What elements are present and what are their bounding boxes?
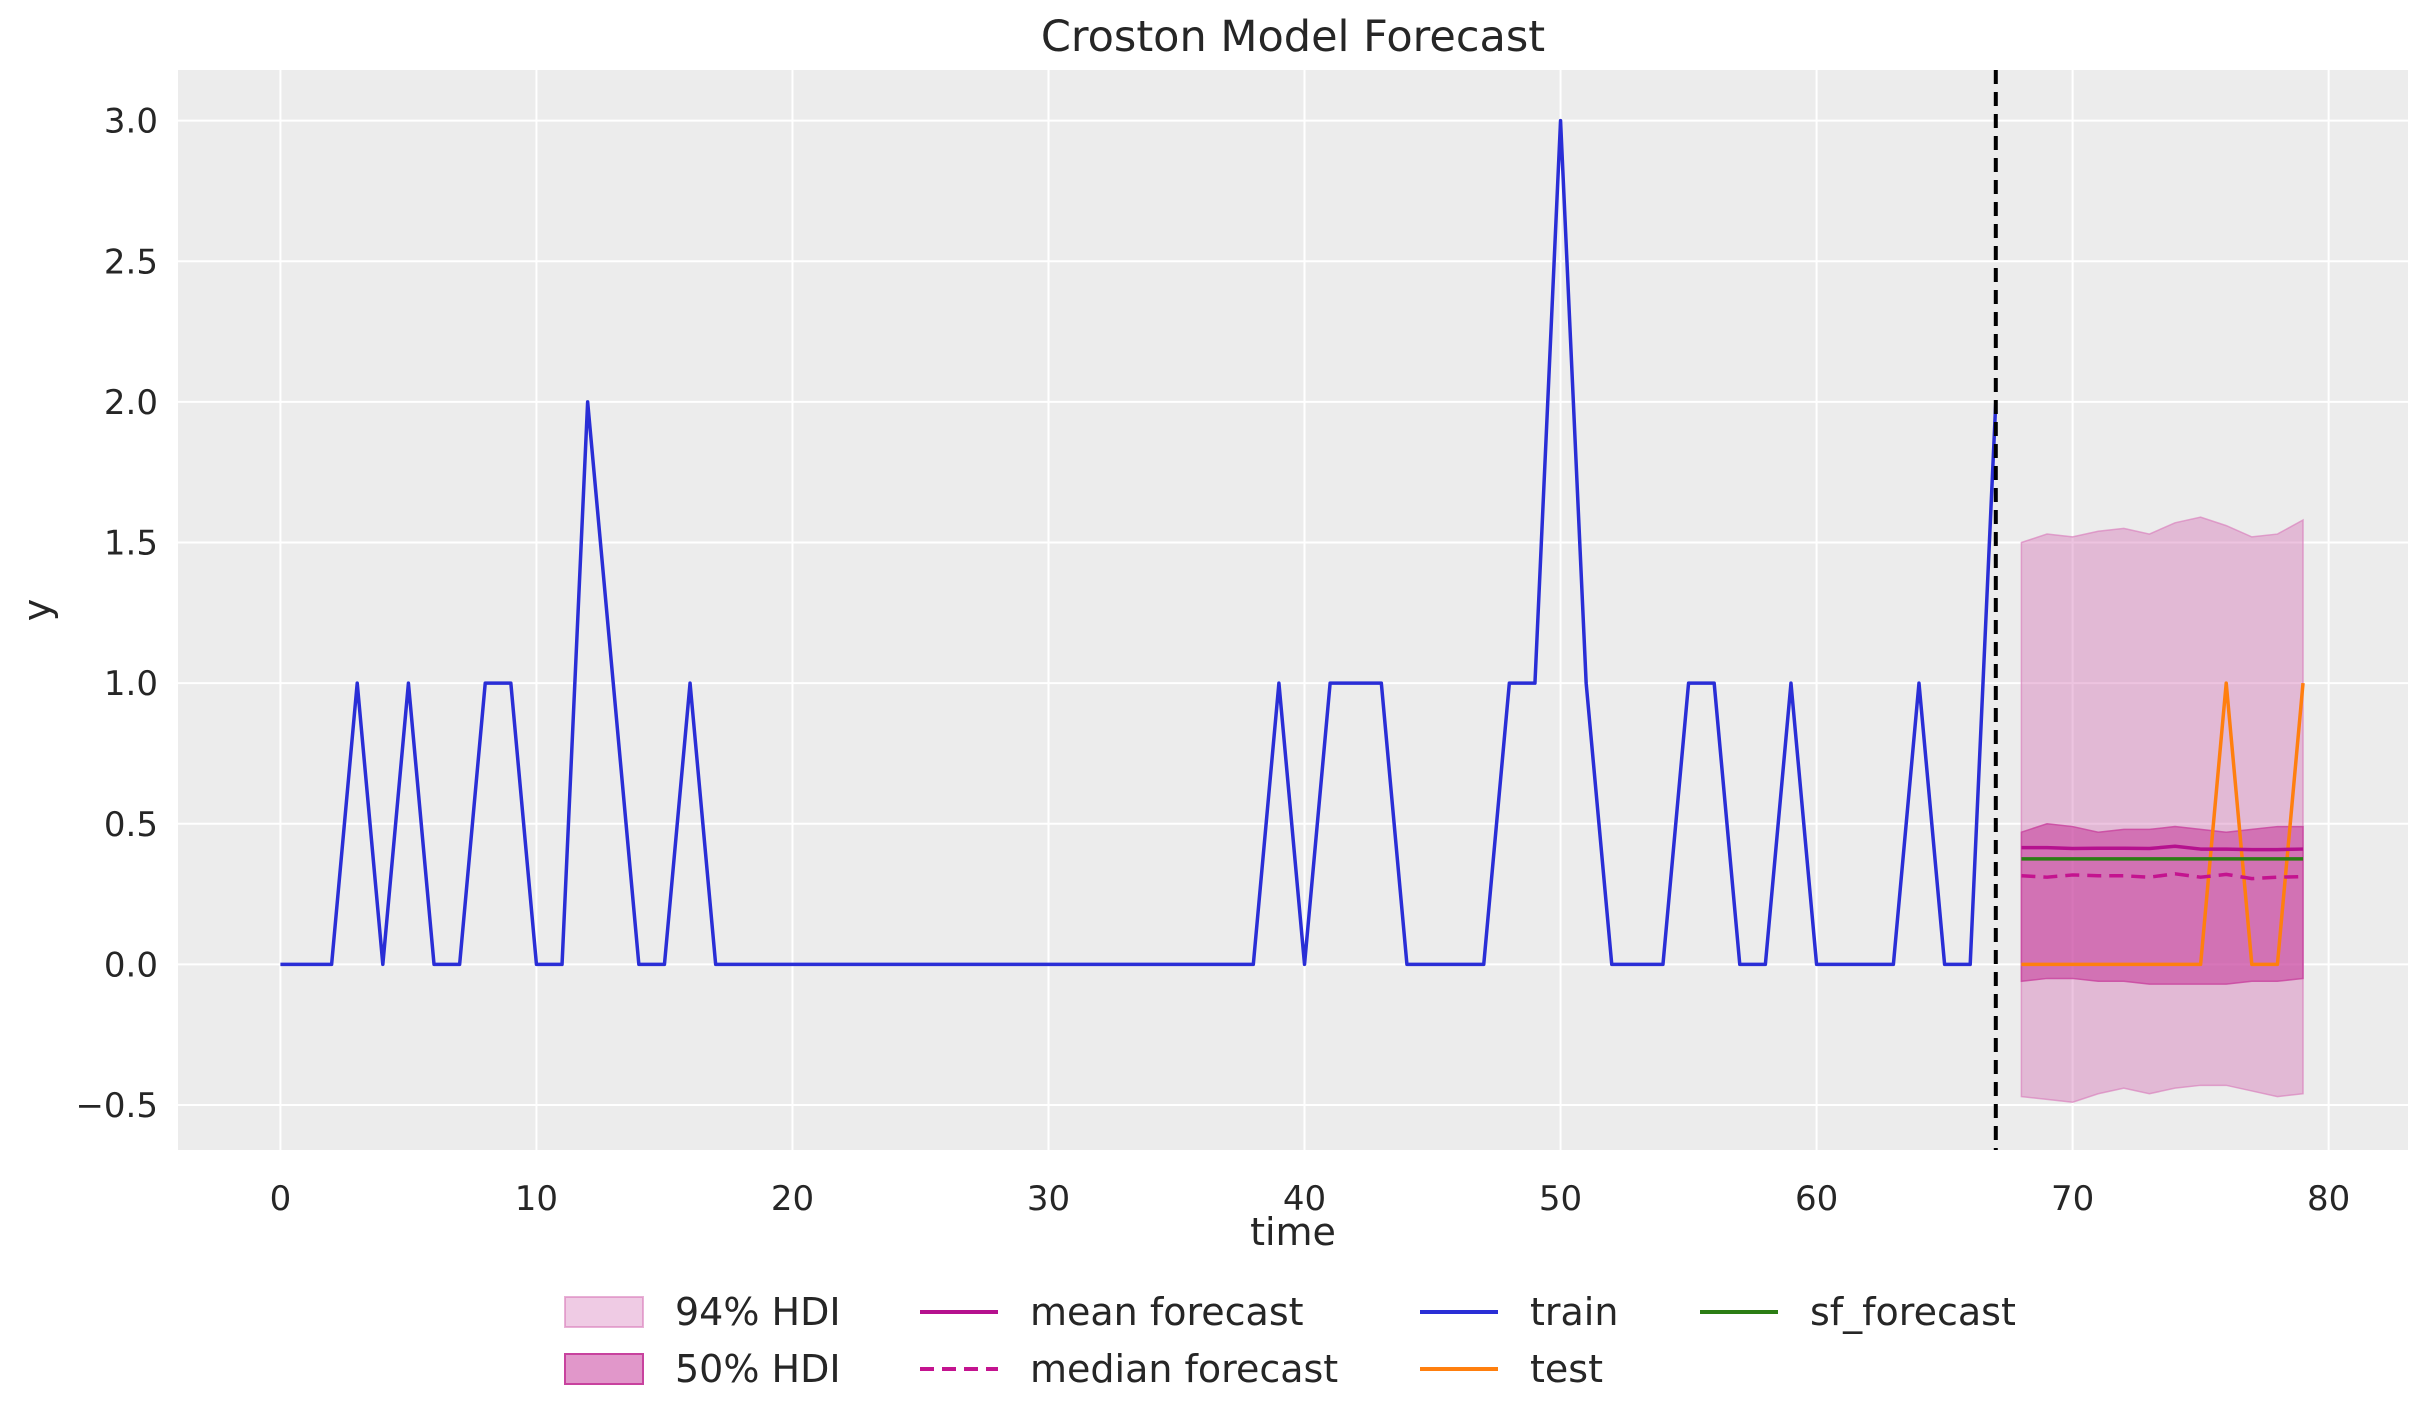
chart-title: Croston Model Forecast	[1041, 12, 1545, 62]
x-tick-label: 70	[2051, 1179, 2094, 1219]
legend-label-sf-forecast: sf_forecast	[1810, 1290, 2016, 1334]
x-tick-label: 60	[1795, 1179, 1838, 1219]
y-tick-label: 0.5	[104, 805, 158, 845]
y-axis-label: y	[15, 599, 59, 622]
hdi-bands	[2020, 516, 2304, 1103]
legend-label-94-hdi: 94% HDI	[675, 1290, 841, 1334]
y-tick-label: 1.0	[104, 664, 158, 704]
series-line-test	[2021, 681, 2305, 967]
y-tick-label: −0.5	[75, 1086, 158, 1126]
series-line-train	[280, 118, 1998, 967]
y-tick-label: 2.5	[104, 242, 158, 282]
series-line-mean-forecast	[2021, 844, 2304, 852]
band-94-hdi	[2020, 516, 2304, 1103]
y-tick-label: 3.0	[104, 102, 158, 142]
x-tick-label: 50	[1539, 1179, 1582, 1219]
legend-label-50-hdi: 50% HDI	[675, 1347, 841, 1391]
legend-label-test: test	[1530, 1347, 1603, 1391]
series-line-median-forecast	[2021, 872, 2304, 881]
series-lines	[280, 118, 2305, 967]
x-tick-label: 40	[1283, 1179, 1326, 1219]
x-tick-label: 80	[2307, 1179, 2350, 1219]
legend-label-median-forecast: median forecast	[1030, 1347, 1338, 1391]
x-tick-label: 30	[1027, 1179, 1070, 1219]
x-tick-label: 20	[771, 1179, 814, 1219]
legend-swatch-94-hdi	[564, 1296, 644, 1328]
legend-label-train: train	[1530, 1290, 1618, 1334]
band-50-hdi	[2020, 822, 2304, 985]
legend-label-mean-forecast: mean forecast	[1030, 1290, 1304, 1334]
x-tick-label: 10	[515, 1179, 558, 1219]
legend-swatch-50-hdi	[564, 1353, 644, 1385]
legend: 94% HDI 50% HDI mean forecast median for…	[564, 1290, 2016, 1391]
y-tick-label: 1.5	[104, 524, 158, 564]
x-tick-label: 0	[270, 1179, 292, 1219]
x-tick-labels: 0 10 20 30 40 50 60 70 80	[270, 1179, 2351, 1219]
y-tick-label: 0.0	[104, 945, 158, 985]
y-tick-labels: −0.5 0.0 0.5 1.0 1.5 2.0 2.5 3.0	[75, 102, 158, 1126]
y-tick-label: 2.0	[104, 383, 158, 423]
x-axis-label: time	[1250, 1210, 1336, 1254]
